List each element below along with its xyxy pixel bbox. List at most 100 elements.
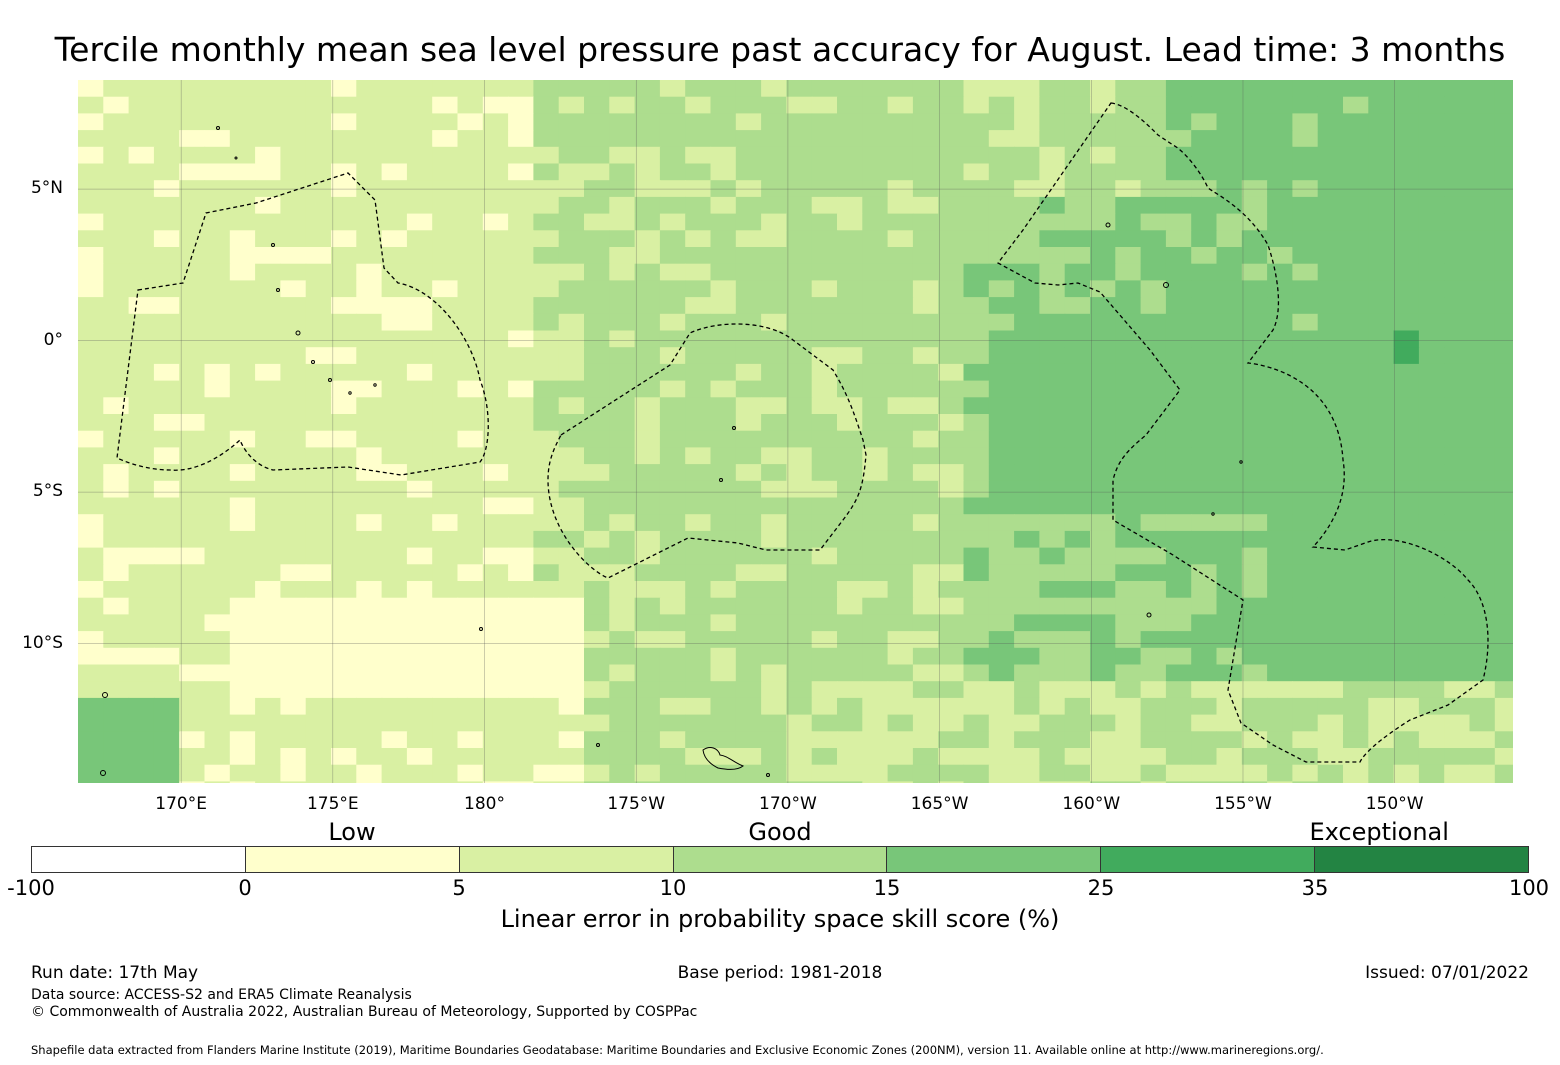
colorbar-segment xyxy=(459,847,674,872)
grid-cell xyxy=(963,397,990,415)
grid-cell xyxy=(735,614,762,632)
grid-cell xyxy=(229,748,256,766)
grid-cell xyxy=(761,397,787,415)
grid-cell xyxy=(938,113,965,131)
grid-cell xyxy=(255,447,281,465)
grid-cell xyxy=(1165,514,1192,532)
grid-cell xyxy=(1418,447,1445,465)
grid-cell xyxy=(482,681,509,699)
grid-cell xyxy=(1039,480,1066,499)
grid-cell xyxy=(381,196,408,215)
grid-cell xyxy=(103,163,130,181)
grid-cell xyxy=(837,647,863,666)
grid-cell xyxy=(685,447,712,465)
grid-cell xyxy=(1418,497,1445,515)
grid-cell xyxy=(78,714,104,732)
grid-cell xyxy=(1191,247,1218,265)
grid-cell xyxy=(685,681,712,699)
grid-cell xyxy=(659,631,686,649)
grid-cell xyxy=(153,130,180,148)
grid-cell xyxy=(938,597,965,615)
grid-cell xyxy=(1216,263,1243,281)
grid-cell xyxy=(1418,414,1445,432)
grid-cell xyxy=(533,697,560,716)
grid-cell xyxy=(1292,480,1319,499)
grid-cell xyxy=(609,447,636,465)
grid-cell xyxy=(938,748,965,766)
grid-cell xyxy=(381,280,408,298)
grid-cell xyxy=(457,247,484,265)
grid-cell xyxy=(1469,514,1496,532)
grid-cell xyxy=(1343,414,1369,432)
grid-cell xyxy=(786,447,813,465)
grid-cell xyxy=(685,647,712,666)
grid-cell xyxy=(204,647,231,666)
grid-cell xyxy=(1368,547,1395,565)
grid-cell xyxy=(1014,146,1040,165)
grid-cell xyxy=(609,397,636,415)
grid-cell xyxy=(1216,213,1243,231)
grid-cell xyxy=(1115,347,1142,365)
lat-label: 5°S xyxy=(32,481,63,502)
grid-cell xyxy=(179,397,206,415)
grid-cell xyxy=(862,714,889,732)
grid-cell xyxy=(482,414,509,432)
grid-cell xyxy=(128,380,155,398)
grid-cell xyxy=(153,380,180,398)
grid-cell xyxy=(584,430,610,448)
grid-cell xyxy=(1216,514,1243,532)
grid-cell xyxy=(356,731,383,749)
grid-cell xyxy=(1140,113,1167,131)
grid-cell xyxy=(1469,731,1496,749)
grid-cell xyxy=(837,247,863,265)
grid-cell xyxy=(786,113,813,131)
grid-cell xyxy=(1292,781,1319,783)
grid-cell xyxy=(1165,146,1192,165)
grid-cell xyxy=(1317,480,1344,499)
grid-cell xyxy=(204,247,231,265)
grid-cell xyxy=(811,280,838,298)
grid-cell xyxy=(1292,363,1319,382)
grid-cell xyxy=(761,497,787,515)
grid-cell xyxy=(1469,764,1496,782)
grid-cell xyxy=(786,96,813,114)
grid-cell xyxy=(1039,664,1066,682)
grid-cell xyxy=(1343,697,1369,716)
grid-cell xyxy=(837,297,863,315)
grid-cell xyxy=(331,363,357,382)
grid-cell xyxy=(1418,464,1445,482)
grid-cell xyxy=(331,313,357,332)
grid-cell xyxy=(508,731,534,749)
grid-cell xyxy=(735,213,762,231)
grid-cell xyxy=(255,547,281,565)
grid-cell xyxy=(634,414,661,432)
grid-cell xyxy=(862,397,889,415)
grid-cell xyxy=(1216,347,1243,365)
grid-cell xyxy=(255,313,281,332)
grid-cell xyxy=(533,380,560,398)
grid-cell xyxy=(1216,581,1243,599)
grid-cell xyxy=(1140,347,1167,365)
grid-cell xyxy=(280,263,307,281)
grid-cell xyxy=(1064,514,1091,532)
grid-cell xyxy=(609,213,636,231)
grid-cell xyxy=(1267,230,1293,248)
grid-cell xyxy=(811,631,838,649)
grid-cell xyxy=(710,464,737,482)
grid-cell xyxy=(432,697,459,716)
grid-cell xyxy=(179,230,206,248)
grid-cell xyxy=(862,330,889,348)
grid-cell xyxy=(1165,714,1192,732)
grid-cell xyxy=(837,397,863,415)
grid-cell xyxy=(406,497,433,515)
grid-cell xyxy=(1115,414,1142,432)
grid-cell xyxy=(255,330,281,348)
grid-cell xyxy=(1267,664,1293,682)
grid-cell xyxy=(280,347,307,365)
grid-cell xyxy=(381,681,408,699)
grid-cell xyxy=(912,96,939,114)
grid-cell xyxy=(533,430,560,448)
grid-cell xyxy=(1241,480,1268,499)
grid-cell xyxy=(685,480,712,499)
grid-cell xyxy=(609,196,636,215)
